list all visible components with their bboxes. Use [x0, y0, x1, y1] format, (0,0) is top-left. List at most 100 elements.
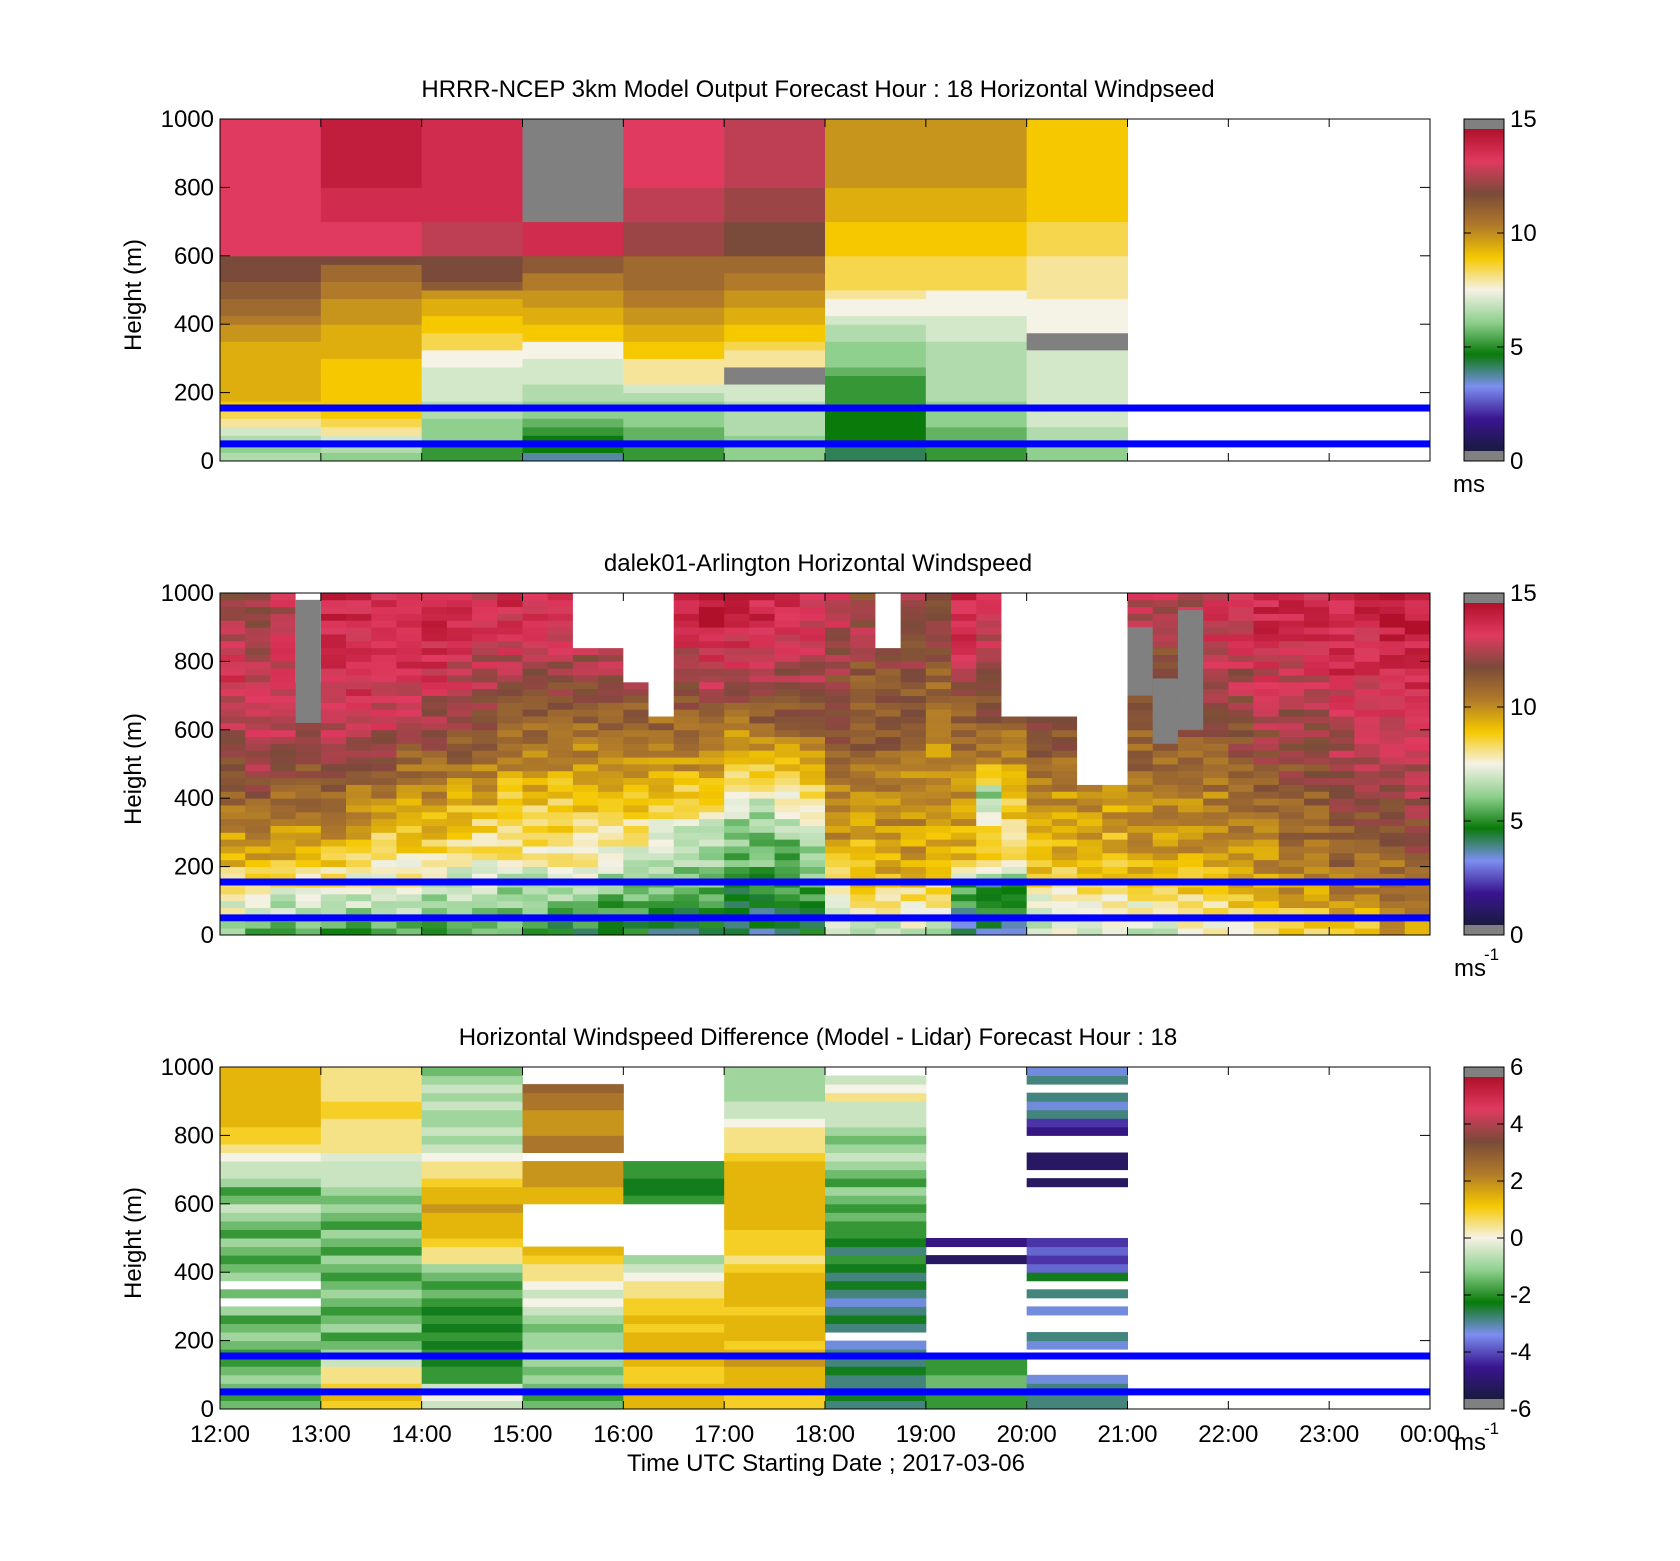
heatmap-cell: [850, 709, 876, 717]
heatmap-cell: [1026, 1400, 1128, 1410]
heatmap-cell: [976, 887, 1002, 895]
heatmap-cell: [825, 798, 851, 806]
panel-lidar-ylabel: Height (m): [120, 713, 147, 825]
heatmap-cell: [850, 647, 876, 655]
heatmap-cell: [825, 221, 927, 240]
heatmap-cell: [220, 1195, 322, 1205]
heatmap-cell: [925, 435, 1028, 445]
heatmap-cell: [1026, 1246, 1128, 1256]
heatmap-cell: [850, 818, 876, 826]
heatmap-cell: [1354, 688, 1380, 696]
heatmap-cell: [522, 709, 549, 717]
heatmap-cell: [320, 238, 423, 248]
heatmap-cell: [698, 750, 725, 758]
heatmap-cell: [1026, 221, 1128, 240]
heatmap-cell: [421, 392, 523, 402]
heatmap-cell: [245, 846, 271, 854]
heatmap-cell: [472, 866, 498, 874]
heatmap-cell: [1152, 921, 1179, 929]
heatmap-cell: [1329, 743, 1355, 751]
heatmap-cell: [547, 818, 574, 826]
heatmap-cell: [774, 668, 801, 676]
heatmap-cell: [1379, 907, 1406, 915]
colorbar-tick-label: 0: [1510, 448, 1523, 475]
heatmap-cell: [320, 764, 347, 772]
heatmap-cell: [598, 859, 624, 867]
heatmap-cell: [220, 1263, 322, 1273]
heatmap-cell: [371, 722, 397, 731]
heatmap-cell: [1278, 613, 1305, 621]
heatmap-cell: [371, 593, 397, 601]
heatmap-cell: [648, 921, 675, 929]
heatmap-cell: [1379, 647, 1406, 655]
heatmap-cell: [295, 873, 322, 881]
heatmap-cell: [1379, 770, 1406, 779]
heatmap-cell: [623, 606, 649, 614]
heatmap-cell: [951, 784, 977, 792]
heatmap-cell: [673, 859, 700, 867]
heatmap-cell: [1228, 764, 1254, 772]
colorbar-cap-top: [1464, 593, 1504, 603]
heatmap-cell: [220, 1289, 322, 1299]
heatmap-cell: [320, 392, 423, 402]
heatmap-cell: [572, 675, 599, 683]
heatmap-cell: [825, 187, 927, 205]
heatmap-cell: [1177, 805, 1204, 813]
heatmap-cell: [320, 839, 347, 847]
heatmap-cell: [572, 606, 599, 614]
heatmap-cell: [1379, 866, 1406, 874]
heatmap-cell: [421, 1220, 523, 1230]
heatmap-cell: [522, 307, 624, 317]
heatmap-cell: [850, 866, 876, 874]
heatmap-cell: [825, 332, 927, 342]
heatmap-cell: [320, 1255, 423, 1265]
heatmap-cell: [421, 921, 448, 929]
heatmap-cell: [396, 627, 423, 635]
heatmap-cell: [1404, 627, 1431, 635]
heatmap-cell: [1228, 859, 1254, 867]
heatmap-cell: [497, 606, 523, 614]
heatmap-cell: [320, 675, 347, 683]
heatmap-cell: [1152, 599, 1179, 608]
heatmap-cell: [497, 805, 523, 813]
panel-lidar-reference-lines: [220, 878, 1430, 922]
heatmap-cell: [371, 743, 397, 751]
heatmap-cell: [522, 873, 549, 881]
heatmap-cell: [1303, 777, 1330, 785]
heatmap-cell: [698, 606, 725, 614]
heatmap-cell: [925, 750, 952, 758]
heatmap-cell: [1203, 859, 1229, 867]
heatmap-cell: [850, 757, 876, 765]
heatmap-cell: [522, 1306, 624, 1316]
heatmap-cell: [1026, 695, 1053, 703]
heatmap-cell: [1354, 846, 1380, 854]
heatmap-cell: [1001, 846, 1028, 854]
heatmap-cell: [220, 418, 322, 428]
heatmap-cell: [825, 1400, 927, 1410]
heatmap-cell: [825, 1109, 927, 1119]
heatmap-cell: [245, 750, 271, 758]
heatmap-cell: [925, 606, 952, 614]
heatmap-cell: [1026, 443, 1128, 453]
heatmap-cell: [547, 839, 574, 847]
heatmap-cell: [1152, 818, 1179, 826]
heatmap-cell: [1026, 375, 1128, 385]
heatmap-cell: [648, 716, 675, 724]
heatmap-cell: [825, 435, 927, 445]
heatmap-cell: [446, 791, 473, 799]
heatmap-cell: [724, 675, 750, 683]
heatmap-cell: [825, 770, 851, 779]
heatmap-cell: [1228, 593, 1254, 601]
heatmap-cell: [1077, 852, 1103, 861]
heatmap-cell: [951, 729, 977, 738]
heatmap-cell: [850, 681, 876, 690]
heatmap-cell: [825, 255, 927, 265]
heatmap-cell: [623, 392, 725, 402]
heatmap-cell: [1354, 736, 1380, 744]
heatmap-cell: [724, 661, 750, 669]
heatmap-cell: [698, 900, 725, 909]
heatmap-cell: [623, 409, 725, 419]
heatmap-cell: [1379, 654, 1406, 662]
heatmap-cell: [346, 852, 372, 861]
heatmap-cell: [673, 716, 700, 724]
